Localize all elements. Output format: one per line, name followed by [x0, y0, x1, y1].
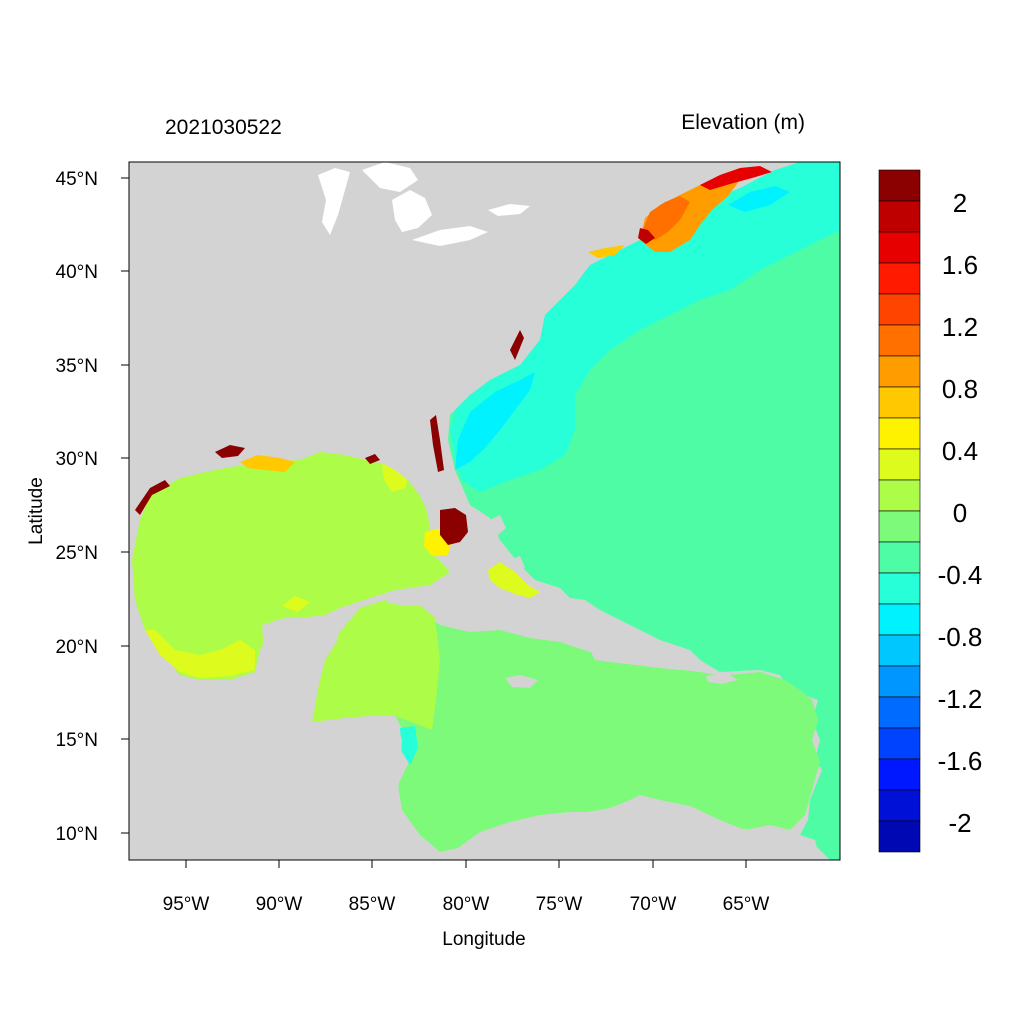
map-plot [129, 162, 840, 860]
y-axis-label: Latitude [26, 477, 47, 545]
colorbar-swatch [878, 727, 921, 760]
colorbar-swatch [878, 262, 921, 295]
gulf-of-mexico [132, 452, 450, 680]
y-tick-label: 10°N [56, 824, 98, 845]
louisiana-coast-zone [240, 455, 295, 472]
yucatan-basin-zone [312, 600, 440, 730]
y-tick-label: 25°N [56, 543, 98, 564]
hispaniola [590, 645, 685, 670]
cuba [385, 588, 590, 636]
x-tick-label: 90°W [256, 894, 303, 915]
variable-title: Elevation (m) [681, 111, 805, 134]
y-tick-label: 45°N [56, 169, 98, 190]
colorbar-swatch [878, 417, 921, 450]
colorbar-label: 0.4 [942, 436, 978, 466]
colorbar-swatch [878, 665, 921, 698]
honduras-coast-zone [400, 726, 418, 765]
x-tick-label: 80°W [443, 894, 490, 915]
nearshore-low-zone [455, 372, 535, 470]
y-tick-label: 30°N [56, 449, 98, 470]
colorbar-swatch [878, 386, 921, 419]
x-axis-label: Longitude [442, 929, 525, 950]
colorbar-label: -0.4 [938, 560, 983, 590]
colorbar-swatch [878, 758, 921, 791]
y-tick-label: 40°N [56, 262, 98, 283]
colorbar-swatch [878, 169, 921, 202]
colorbar-swatch [878, 696, 921, 729]
colorbar [878, 169, 921, 853]
x-tick-label: 65°W [723, 894, 770, 915]
caribbean-sea [385, 612, 820, 852]
florida-peninsula [372, 452, 452, 532]
colorbar-swatch [878, 603, 921, 636]
x-tick-label: 95°W [163, 894, 210, 915]
cape-cod-surge [638, 228, 655, 244]
colorbar-swatch [878, 324, 921, 357]
colorbar-swatch [878, 541, 921, 574]
y-tick-labels: 45°N 40°N 35°N 30°N 25°N 20°N 15°N 10°N [56, 169, 98, 845]
y-tick-label: 20°N [56, 637, 98, 658]
colorbar-label: -1.6 [938, 746, 983, 776]
colorbar-label: 0.8 [942, 374, 978, 404]
jamaica [505, 675, 538, 688]
gulf-of-maine-high-zone [642, 196, 690, 240]
bahamas-banks [488, 562, 540, 598]
colorbar-label: -0.8 [938, 622, 983, 652]
colorbar-label: -2 [948, 808, 971, 838]
y-tick-label: 35°N [56, 356, 98, 377]
puerto-rico [706, 674, 738, 684]
colorbar-swatch [878, 479, 921, 512]
colorbar-label: 1.2 [942, 312, 978, 342]
bahamas-islands [490, 515, 525, 572]
colorbar-swatch [878, 231, 921, 264]
colorbar-swatch [878, 355, 921, 388]
axis-ticks [121, 177, 747, 868]
bay-of-fundy-surge [700, 166, 772, 190]
plot-frame [128, 161, 841, 861]
campeche-bank-zone [282, 596, 310, 612]
colorbar-swatch [878, 634, 921, 667]
colorbar-swatch [878, 448, 921, 481]
colorbar-swatch [878, 293, 921, 326]
x-tick-labels: 95°W 90°W 85°W 80°W 75°W 70°W 65°W [163, 894, 770, 915]
yucatan-peninsula [262, 617, 338, 722]
colorbar-swatch [878, 820, 921, 853]
colorbar-label: 2 [953, 188, 967, 218]
colorbar-label: 1.6 [942, 250, 978, 280]
colorbar-label: -1.2 [938, 684, 983, 714]
colorbar-swatch [878, 200, 921, 233]
colorbar-swatch [878, 789, 921, 822]
y-tick-label: 15°N [56, 730, 98, 751]
long-island-sound-zone [588, 245, 625, 258]
gulf-coastal-yellow-zone [145, 630, 255, 678]
scotian-shelf-low-zone [728, 186, 790, 212]
great-lakes [318, 162, 530, 246]
colorbar-swatch [878, 510, 921, 543]
south-florida-surge [440, 508, 468, 545]
x-tick-label: 70°W [630, 894, 677, 915]
coastal-shelf-band [450, 162, 840, 492]
x-tick-label: 75°W [536, 894, 583, 915]
central-america [129, 716, 460, 860]
colorbar-label: 0 [953, 498, 967, 528]
south-america [480, 796, 830, 860]
colorbar-labels: 2 1.6 1.2 0.8 0.4 0 -0.4 -0.8 -1.2 -1.6 … [938, 188, 983, 838]
x-tick-label: 85°W [349, 894, 396, 915]
timestamp-label: 2021030522 [165, 116, 282, 139]
colorbar-swatch [878, 572, 921, 605]
